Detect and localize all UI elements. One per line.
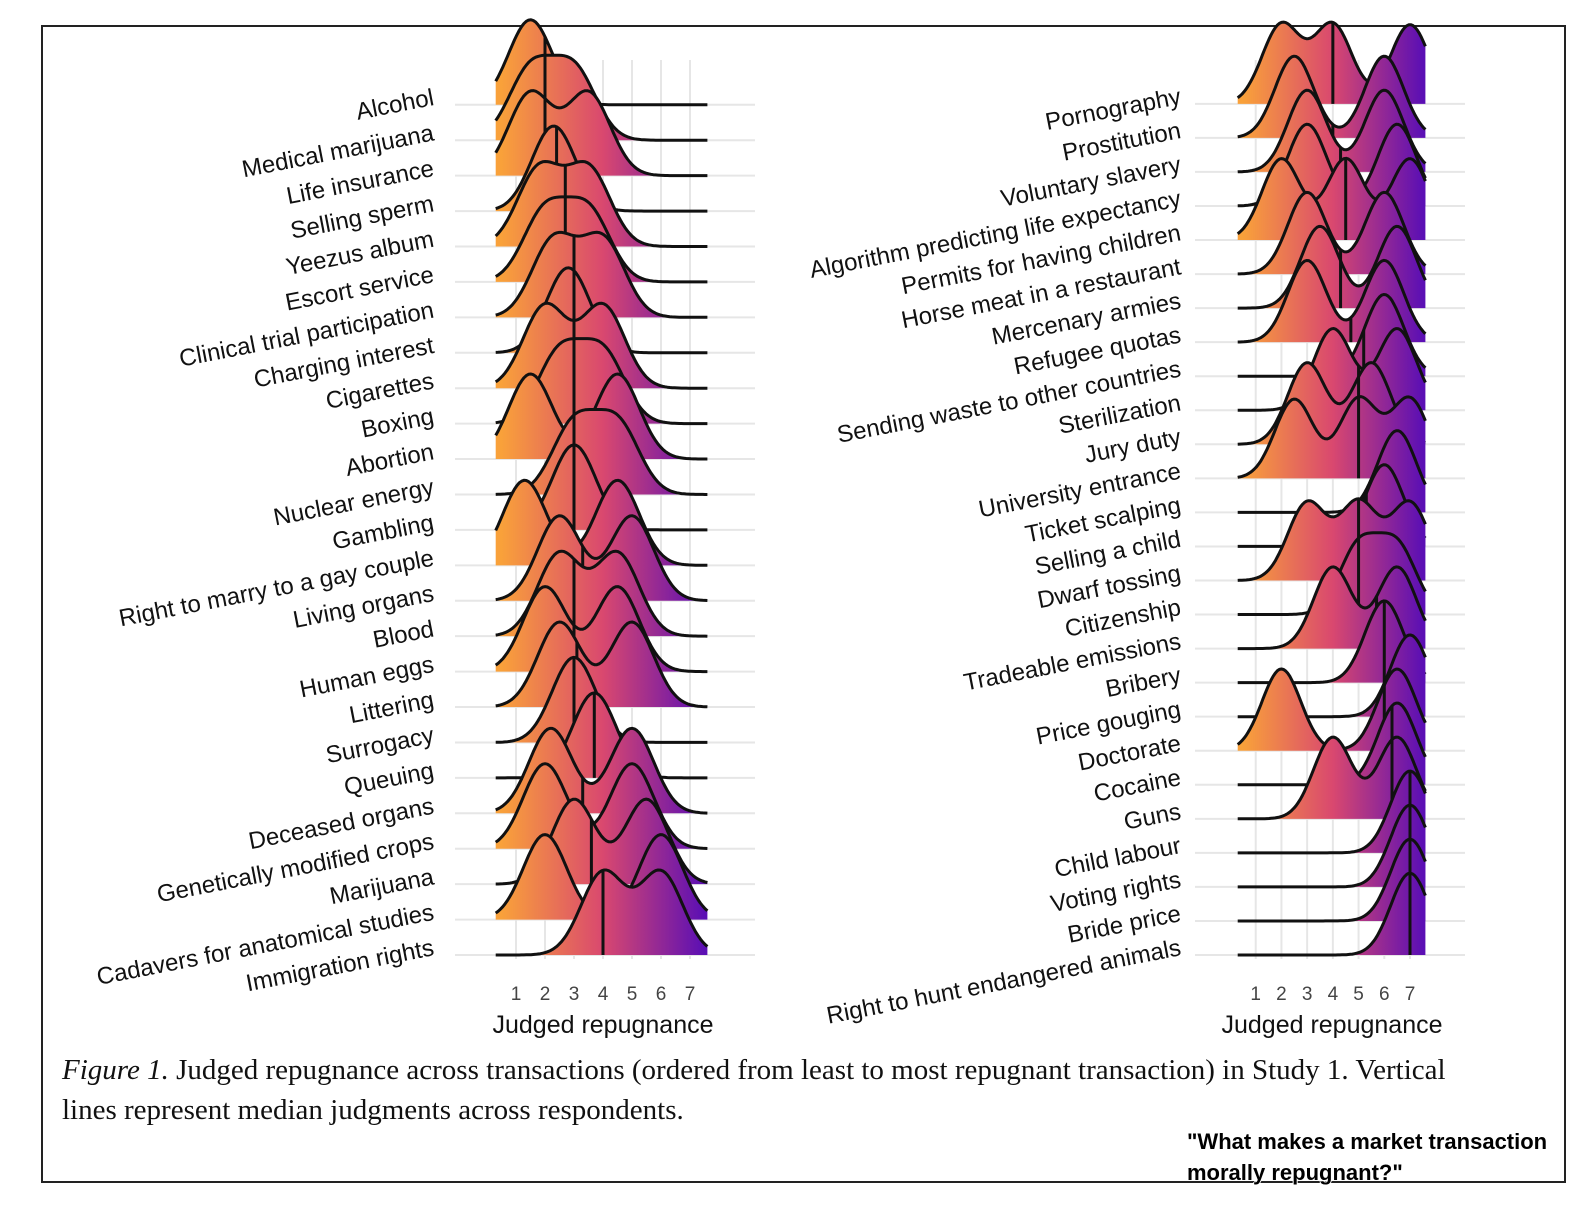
ridge-outline [1237,190,1427,276]
x-tick-label: 7 [685,984,696,1005]
x-tick-label: 6 [656,984,667,1005]
x-tick-label: 5 [627,984,638,1005]
row-label: Boxing [359,403,436,444]
watermark-title: "What makes a market transaction morally… [1187,1129,1548,1185]
ridge-outline [1237,429,1427,514]
x-tick-label: 3 [1302,984,1313,1005]
ridge-fill [1237,600,1426,683]
ridge-outline [494,478,708,567]
row-label: Guns [1122,798,1183,835]
caption-label: Figure 1. [62,1054,169,1086]
row-label: Blood [371,616,436,654]
ridge-outline [494,585,708,674]
ridge-outline [495,230,708,319]
ridge-outline [1237,88,1427,174]
ridge-fill [495,657,708,743]
ridge-outline [1237,395,1427,479]
x-tick-label: 4 [1328,984,1339,1005]
ridge-outline [1237,565,1427,651]
ridge-outline [1237,769,1427,855]
x-tick-label: 5 [1353,984,1364,1005]
x-tick-label: 3 [569,984,580,1005]
ridge-outline [1237,361,1426,446]
ridge-outline [1237,224,1427,310]
x-tick-label: 2 [540,984,551,1005]
row-label: Right to hunt endangered animals [824,934,1183,1029]
x-axis-title: Judged repugnance [492,1011,713,1039]
x-tick-label: 4 [598,984,609,1005]
ridge-outline [495,726,708,815]
caption-text: Judged repugnance across transactions (o… [62,1054,1446,1126]
ridge-fill [495,444,708,530]
x-tick-label: 7 [1405,984,1416,1005]
ridge-outline [494,301,708,390]
x-tick-label: 6 [1379,984,1390,1005]
ridge-outline [494,89,708,178]
ridge-fill [495,409,708,495]
ridge-outline [1237,803,1427,889]
ridge-outline [1237,735,1427,821]
x-tick-label: 1 [1250,984,1261,1005]
row-label: Alcohol [354,84,436,126]
ridge-fill [1237,737,1426,819]
ridge-outline [1237,871,1427,957]
ridge-outline [1237,497,1427,582]
figure-caption: Figure 1. Judged repugnance across trans… [62,1050,1502,1130]
ridge-outline [494,195,708,284]
ridge-outline [1236,20,1427,99]
ridge-outline [1237,837,1427,923]
ridge-outline [494,160,708,248]
ridge-outline [495,514,708,602]
ridge-outline [1237,258,1427,344]
ridge-outline [1236,156,1427,235]
ridge-outline [494,372,708,461]
ridge-outline [494,762,708,850]
x-tick-label: 1 [511,984,522,1005]
ridge-outline [1237,54,1427,139]
ridge-outline [495,620,708,709]
ridge-fill [495,692,708,778]
ridge-outline [1237,327,1427,412]
ridge-fill [495,622,708,708]
x-axis-title: Judged repugnance [1221,1011,1442,1039]
x-tick-label: 2 [1276,984,1287,1005]
